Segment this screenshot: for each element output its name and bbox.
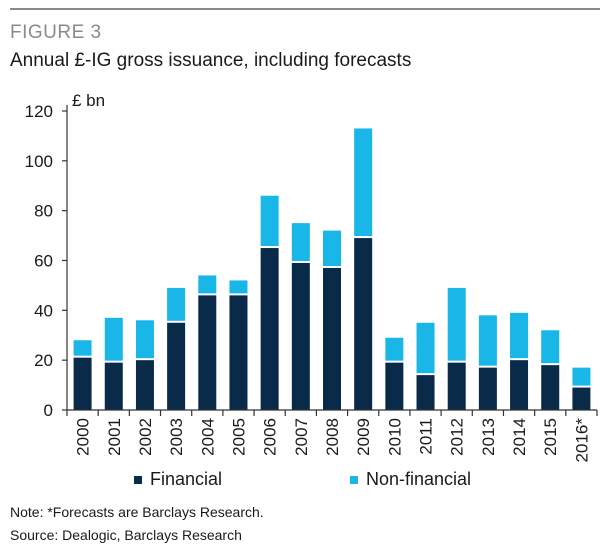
bar-financial-2006 <box>260 248 279 410</box>
bar-non-financial-2003 <box>167 287 186 321</box>
bar-financial-2015 <box>541 365 560 410</box>
bar-financial-2013 <box>478 367 497 410</box>
x-tick-label-2010: 2010 <box>385 418 404 456</box>
legend-swatch-financial <box>134 475 142 484</box>
x-tick-label-2004: 2004 <box>198 418 217 456</box>
legend-swatch-non-financial <box>350 475 358 484</box>
x-tick-label-2009: 2009 <box>354 418 373 456</box>
bar-financial-2005 <box>229 295 248 410</box>
bar-non-financial-2004 <box>198 275 217 294</box>
bar-financial-2001 <box>104 362 123 410</box>
bar-non-financial-2008 <box>323 230 341 266</box>
x-tick-label-2000: 2000 <box>74 418 93 456</box>
x-tick-label-2003: 2003 <box>167 418 186 456</box>
legend-item-non-financial: Non-financial <box>350 469 471 490</box>
source-note: Source: Dealogic, Barclays Research <box>10 527 242 543</box>
x-tick-label-2016*: 2016* <box>572 418 591 463</box>
bar-non-financial-2014 <box>510 312 529 359</box>
legend-label-non-financial: Non-financial <box>366 469 472 489</box>
y-tick-label: 0 <box>44 401 53 420</box>
bar-non-financial-2012 <box>447 287 466 361</box>
x-tick-label-2006: 2006 <box>261 418 280 456</box>
bar-financial-2011 <box>416 375 435 410</box>
bar-financial-2008 <box>323 267 341 410</box>
bar-non-financial-2013 <box>478 315 497 366</box>
bar-non-financial-2011 <box>416 322 435 374</box>
bar-financial-2002 <box>135 360 154 410</box>
bar-non-financial-2000 <box>73 340 92 356</box>
y-tick-label: 120 <box>25 102 53 121</box>
bar-financial-2009 <box>354 238 373 410</box>
bar-non-financial-2001 <box>104 317 123 361</box>
bar-non-financial-2015 <box>541 330 560 364</box>
legend-label-financial: Financial <box>150 469 223 489</box>
x-tick-label-2001: 2001 <box>105 418 124 456</box>
y-tick-label: 100 <box>25 152 53 171</box>
bar-non-financial-2009 <box>354 128 373 237</box>
chart-canvas: 0 20 40 60 80 100 120 2000 2001 2002 2003 2004 2005 2… <box>25 91 598 463</box>
x-tick-label-2015: 2015 <box>541 418 560 456</box>
x-tick-label-2002: 2002 <box>136 418 155 456</box>
bar-financial-2010 <box>385 362 404 410</box>
y-tick-label: 40 <box>34 301 53 320</box>
chart-title: Annual £-IG gross issuance, including fo… <box>10 50 412 71</box>
x-tick-label-2012: 2012 <box>448 418 467 456</box>
bar-non-financial-2007 <box>291 223 310 261</box>
top-rule <box>10 8 600 10</box>
bar-financial-2007 <box>291 262 310 410</box>
y-axis-label: £ bn <box>72 91 105 110</box>
x-tick-label-2013: 2013 <box>479 418 498 456</box>
x-tick-label-2005: 2005 <box>229 418 248 456</box>
x-tick-label-2011: 2011 <box>417 418 436 455</box>
bar-financial-2016* <box>572 387 591 410</box>
legend-item-financial: Financial <box>134 469 222 490</box>
bar-financial-2004 <box>198 295 217 410</box>
y-tick-label: 80 <box>34 202 53 221</box>
bar-financial-2012 <box>447 362 466 410</box>
bar-financial-2003 <box>167 322 186 410</box>
bar-non-financial-2002 <box>135 320 154 359</box>
x-tick-label-2014: 2014 <box>510 418 529 456</box>
bar-non-financial-2005 <box>229 280 248 294</box>
bar-non-financial-2010 <box>385 337 404 361</box>
y-tick-label: 20 <box>34 351 53 370</box>
bar-non-financial-2006 <box>260 195 279 247</box>
bar-non-financial-2016* <box>572 367 591 386</box>
y-tick-label: 60 <box>34 252 53 271</box>
x-tick-label-2008: 2008 <box>323 418 342 456</box>
x-tick-label-2007: 2007 <box>292 418 311 456</box>
bar-financial-2000 <box>73 357 92 410</box>
footnote: Note: *Forecasts are Barclays Research. <box>10 504 264 520</box>
bar-financial-2014 <box>510 360 529 410</box>
figure-label: FIGURE 3 <box>10 22 102 43</box>
